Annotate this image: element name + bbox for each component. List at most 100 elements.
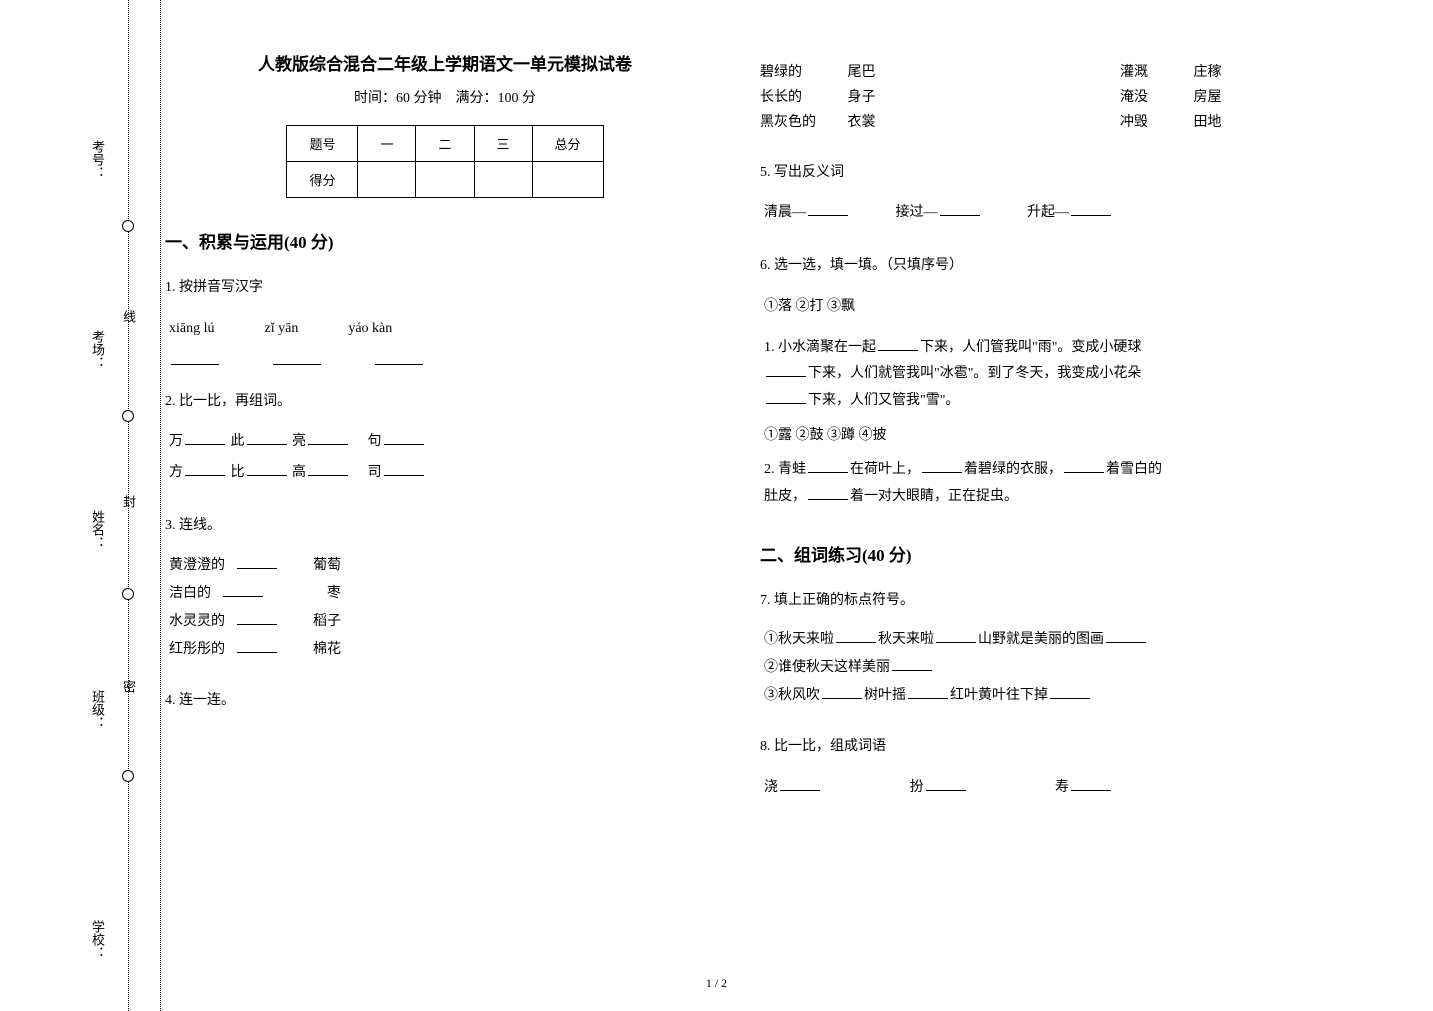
score-table: 题号 一 二 三 总分 得分 [286,125,603,198]
q4a-right-1: 身子 [848,90,876,105]
q4b-right-0: 庄稼 [1194,65,1222,80]
q2-char: 比 [231,465,245,480]
q6-title: 6. 选一选，填一填。（只填序号） [760,251,1320,282]
q3-left-3: 红彤彤的 [169,636,225,664]
blank [384,431,424,445]
binding-label-2: 姓名： [88,510,107,549]
blank [185,431,225,445]
blank [936,629,976,643]
q3-right-1: 枣 [327,580,341,608]
q4a-left-2: 黑灰色的 [760,115,816,130]
q6-options1: ①落 ②打 ③飘 [760,292,1320,323]
binding-label-0: 考号： [88,140,107,179]
pinyin-1: zǐ yān [265,314,299,345]
q6-text: 肚皮， [764,489,806,504]
blank [247,431,287,445]
q6-text: 着碧绿的衣服， [964,462,1062,477]
q2-char: 此 [231,434,245,449]
q4b-left-1: 淹没 [1120,90,1148,105]
q5-item-2: 升起— [1027,205,1069,220]
column-left: 人教版综合混合二年级上学期语文一单元模拟试卷 时间：60 分钟 满分：100 分… [165,50,725,739]
blank [908,685,948,699]
question-4-content: 碧绿的 尾巴 灌溉 庄稼 长长的 身子 淹没 房屋 黑灰色的 衣裳 [760,60,1320,136]
circle-mark [122,220,134,232]
q7-text: 秋天来啦 [878,632,934,647]
q6-text: 1. 小水滴聚在一起 [764,340,876,355]
blank [922,459,962,473]
q6-options2: ①露 ②鼓 ③蹲 ④披 [760,421,1320,452]
binding-label-3: 班级： [88,690,107,729]
q7-text: ①秋天来啦 [764,632,834,647]
q4a-left-1: 长长的 [760,90,802,105]
q8-char-0: 浇 [764,780,778,795]
q7-text: 山野就是美丽的图画 [978,632,1104,647]
binding-strip: 考号： 考场： 姓名： 班级： 学校： 线 封 密 [40,0,130,1011]
q2-char: 万 [169,434,183,449]
score-cell: 二 [416,126,474,162]
pinyin-0: xiāng lú [169,314,215,345]
blank [940,202,980,216]
blank [926,777,966,791]
q2-char: 方 [169,465,183,480]
q8-title: 8. 比一比，组成词语 [760,732,1320,763]
exam-subtitle: 时间：60 分钟 满分：100 分 [165,87,725,107]
blank [1071,777,1111,791]
q1-title: 1. 按拼音写汉字 [165,273,725,304]
seal-char-2: 密 [119,680,138,693]
question-8: 8. 比一比，组成词语 浇 扮 寿 [760,732,1320,804]
blank [185,462,225,476]
q4b-left-2: 冲毁 [1120,115,1148,130]
question-4: 4. 连一连。 [165,686,725,717]
circle-mark [122,770,134,782]
score-cell [474,162,532,198]
q7-text: 树叶摇 [864,688,906,703]
blank [1106,629,1146,643]
score-cell: 三 [474,126,532,162]
question-6: 6. 选一选，填一填。（只填序号） ①落 ②打 ③飘 1. 小水滴聚在一起下来，… [760,251,1320,510]
q6-text: 在荷叶上， [850,462,920,477]
score-cell: 得分 [287,162,358,198]
section-1-heading: 一、积累与运用(40 分) [165,228,725,253]
score-cell: 题号 [287,126,358,162]
q2-title: 2. 比一比，再组词。 [165,387,725,418]
q4a-left-0: 碧绿的 [760,65,802,80]
q4b-right-1: 房屋 [1194,90,1222,105]
blank [308,431,348,445]
blank [878,337,918,351]
blank [247,462,287,476]
q3-left-1: 洁白的 [169,580,211,608]
q5-item-0: 清晨— [764,205,806,220]
blank [766,363,806,377]
q2-char: 亮 [292,434,306,449]
blank [808,459,848,473]
blank [223,583,263,597]
q2-char: 司 [368,465,382,480]
q6-text: 下来，人们又管我"雪"。 [808,393,959,408]
q4b-left-0: 灌溉 [1120,65,1148,80]
question-2: 2. 比一比，再组词。 万 此 亮 句 方 比 高 司 [165,387,725,489]
blank [308,462,348,476]
q3-right-0: 葡萄 [313,552,341,580]
blank [237,611,277,625]
page-number: 1 / 2 [706,976,727,991]
blank [375,351,423,365]
q4a-right-0: 尾巴 [848,65,876,80]
blank [273,351,321,365]
q3-right-2: 稻子 [313,608,341,636]
blank [171,351,219,365]
blank [808,486,848,500]
dotted-line-outer [160,0,161,1011]
q4b-right-2: 田地 [1194,115,1222,130]
exam-title: 人教版综合混合二年级上学期语文一单元模拟试卷 [165,50,725,75]
q3-right-3: 棉花 [313,636,341,664]
q6-text: 下来，人们就管我叫"冰雹"。到了冬天，我变成小花朵 [808,366,1141,381]
score-cell [532,162,603,198]
score-cell: 一 [358,126,416,162]
blank [1064,459,1104,473]
blank [892,657,932,671]
q7-title: 7. 填上正确的标点符号。 [760,586,1320,617]
q3-left-2: 水灵灵的 [169,608,225,636]
q8-char-1: 扮 [910,780,924,795]
q6-text: 2. 青蛙 [764,462,806,477]
section-2-heading: 二、组词练习(40 分) [760,541,1320,566]
